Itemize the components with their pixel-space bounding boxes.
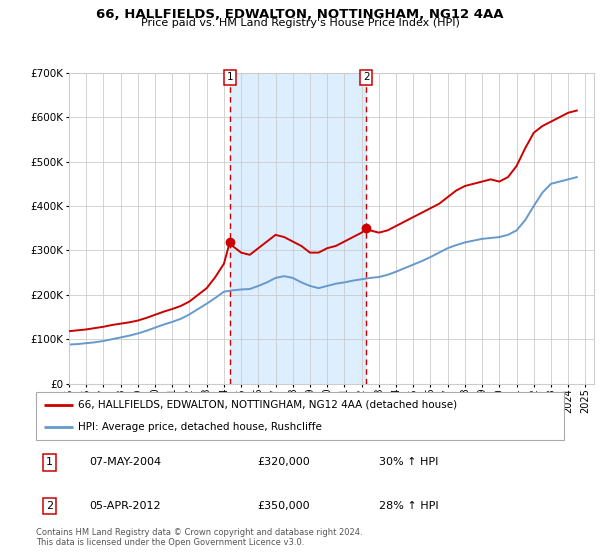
- FancyBboxPatch shape: [36, 392, 564, 440]
- Text: 05-APR-2012: 05-APR-2012: [89, 501, 160, 511]
- Text: 66, HALLFIELDS, EDWALTON, NOTTINGHAM, NG12 4AA (detached house): 66, HALLFIELDS, EDWALTON, NOTTINGHAM, NG…: [78, 400, 457, 410]
- Text: Contains HM Land Registry data © Crown copyright and database right 2024.
This d: Contains HM Land Registry data © Crown c…: [36, 528, 362, 547]
- Text: 66, HALLFIELDS, EDWALTON, NOTTINGHAM, NG12 4AA: 66, HALLFIELDS, EDWALTON, NOTTINGHAM, NG…: [96, 8, 504, 21]
- Bar: [230, 73, 366, 384]
- Text: 07-MAY-2004: 07-MAY-2004: [89, 458, 161, 468]
- Text: £350,000: £350,000: [258, 501, 310, 511]
- Text: 1: 1: [46, 458, 53, 468]
- Text: HPI: Average price, detached house, Rushcliffe: HPI: Average price, detached house, Rush…: [78, 422, 322, 432]
- Text: 2: 2: [363, 72, 370, 82]
- Text: 30% ↑ HPI: 30% ↑ HPI: [379, 458, 439, 468]
- Text: 28% ↑ HPI: 28% ↑ HPI: [379, 501, 439, 511]
- Text: 1: 1: [227, 72, 233, 82]
- Text: £320,000: £320,000: [258, 458, 311, 468]
- Text: Price paid vs. HM Land Registry's House Price Index (HPI): Price paid vs. HM Land Registry's House …: [140, 18, 460, 29]
- Text: 2: 2: [46, 501, 53, 511]
